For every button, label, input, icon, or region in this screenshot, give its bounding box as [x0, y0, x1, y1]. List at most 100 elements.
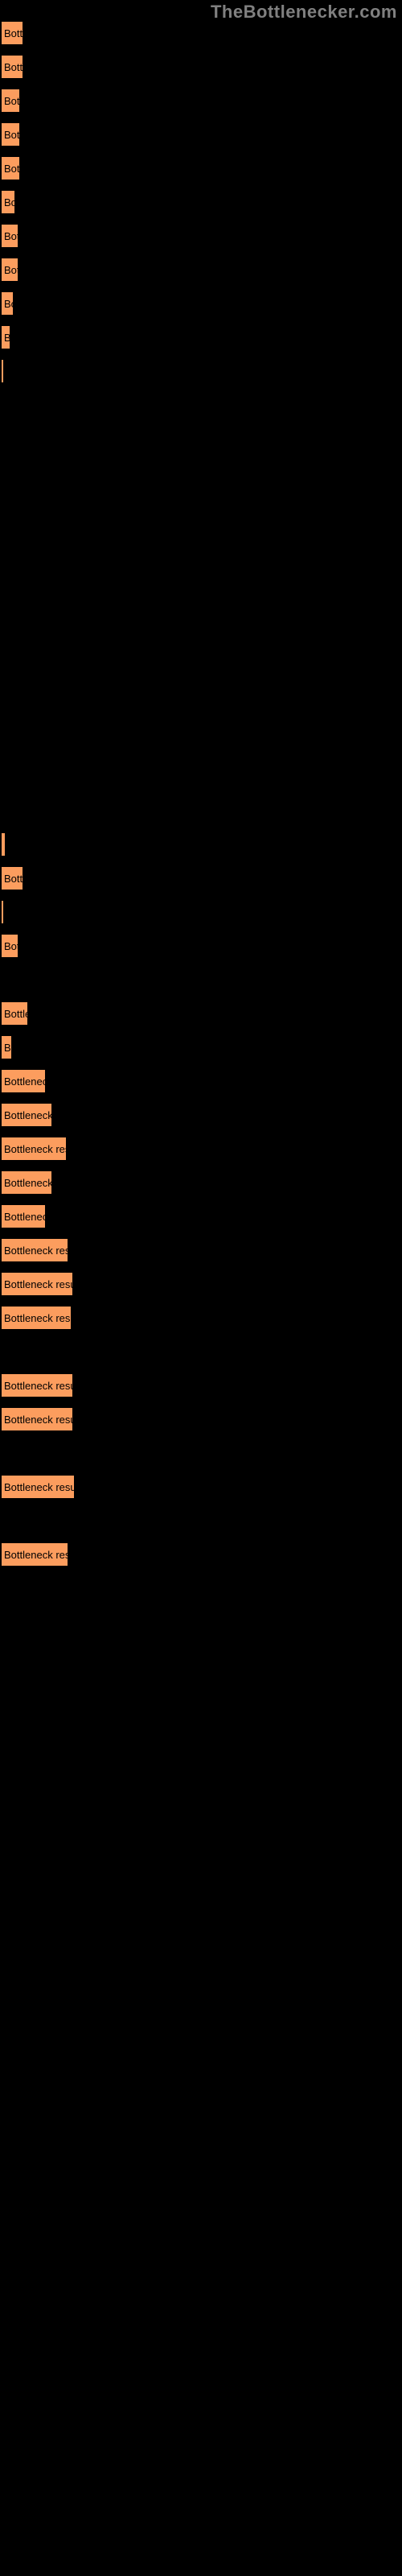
bar-row: Bottleneck result [0, 1470, 402, 1504]
bar-row: Bottleneck result [0, 861, 402, 895]
bar-label: Bottleneck result [2, 906, 5, 919]
bar: Bottleneck result [0, 324, 11, 350]
bar: Bottleneck result [0, 832, 6, 857]
bar-label: Bottleneck result [2, 365, 5, 378]
bar-row: Bottleneck result [0, 287, 402, 320]
bar-row: Bottleneck result [0, 354, 402, 388]
bar-label: Bottleneck result [2, 129, 21, 141]
bar-label: Bottleneck result [2, 1312, 72, 1324]
bar-label: Bottleneck result [2, 1177, 53, 1189]
bar-row: Bottleneck result [0, 1064, 402, 1098]
bar: Bottleneck result [0, 865, 24, 891]
bar-row: Bottleneck result [0, 1098, 402, 1132]
bar-label: Bottleneck result [2, 1075, 47, 1088]
bar-label: Bottleneck result [2, 1008, 29, 1020]
bar-row: Bottleneck result [0, 828, 402, 861]
bar-row: Bottleneck result [0, 16, 402, 50]
bar-label: Bottleneck result [2, 1414, 74, 1426]
bar-row [0, 1504, 402, 1538]
bar: Bottleneck result [0, 20, 24, 46]
bar-row: Bottleneck result [0, 1267, 402, 1301]
bar: Bottleneck result [0, 257, 19, 283]
bar-label: Bottleneck result [2, 873, 24, 885]
bar-row: Bottleneck result [0, 895, 402, 929]
bar-row: Bottleneck result [0, 929, 402, 963]
bar: Bottleneck result [0, 358, 5, 384]
gap-row [0, 591, 402, 625]
gap-row [0, 692, 402, 726]
bar-row: Bottleneck result [0, 1368, 402, 1402]
bar-row: Bottleneck result [0, 997, 402, 1030]
bar: Bottleneck result [0, 1237, 69, 1263]
gap-row [0, 658, 402, 692]
bar-label: Bottleneck result [2, 1245, 69, 1257]
bar: Bottleneck result [0, 1170, 53, 1195]
bar-row [0, 1436, 402, 1470]
bar: Bottleneck result [0, 1271, 74, 1297]
bar: Bottleneck result [0, 155, 21, 181]
bar: Bottleneck result [0, 1373, 74, 1398]
bar: Bottleneck result [0, 1474, 76, 1500]
bar: Bottleneck result [0, 1068, 47, 1094]
bar-row: Bottleneck result [0, 50, 402, 84]
bar-label: Bottleneck result [2, 1481, 76, 1493]
bar-label: Bottleneck result [2, 1549, 69, 1561]
bar-label: Bottleneck result [2, 27, 24, 39]
bar-row: Bottleneck result [0, 151, 402, 185]
bar: Bottleneck result [0, 1001, 29, 1026]
bar-row: Bottleneck result [0, 253, 402, 287]
bar-label: Bottleneck result [2, 1211, 47, 1223]
bar-label: Bottleneck result [2, 1109, 53, 1121]
bar-label: Bottleneck result [2, 940, 19, 952]
bar-row: Bottleneck result [0, 1301, 402, 1335]
bar: Bottleneck result [0, 54, 24, 80]
bar-label: Bottleneck result [2, 839, 6, 851]
bar-row: Bottleneck result [0, 1538, 402, 1571]
bar: Bottleneck result [0, 1136, 68, 1162]
bar-row [0, 1335, 402, 1368]
bar: Bottleneck result [0, 933, 19, 959]
bar-row: Bottleneck result [0, 1233, 402, 1267]
bar-row: Bottleneck result [0, 1030, 402, 1064]
bar: Bottleneck result [0, 223, 19, 249]
bar-row [0, 388, 402, 422]
bar-row: Bottleneck result [0, 1402, 402, 1436]
bar-label: Bottleneck result [2, 298, 14, 310]
bar-row: Bottleneck result [0, 185, 402, 219]
bar-row [0, 489, 402, 523]
gap-row [0, 726, 402, 760]
bar-row [0, 557, 402, 591]
bar: Bottleneck result [0, 1542, 69, 1567]
gap-row [0, 625, 402, 658]
bar-label: Bottleneck result [2, 1143, 68, 1155]
bar-row [0, 963, 402, 997]
bar-row: Bottleneck result [0, 84, 402, 118]
bar-row: Bottleneck result [0, 118, 402, 151]
bar-row: Bottleneck result [0, 320, 402, 354]
bar: Bottleneck result [0, 1406, 74, 1432]
bar: Bottleneck result [0, 1102, 53, 1128]
bar-row: Bottleneck result [0, 219, 402, 253]
bar-label: Bottleneck result [2, 1278, 74, 1290]
gap-row [0, 794, 402, 828]
bar-row [0, 422, 402, 456]
bar-label: Bottleneck result [2, 95, 21, 107]
bar-chart: Bottleneck result Bottleneck result Bottle… [0, 0, 402, 1571]
bar-label: Bottleneck result [2, 264, 19, 276]
gap-row [0, 760, 402, 794]
bar: Bottleneck result [0, 1034, 13, 1060]
bar-row: Bottleneck result [0, 1132, 402, 1166]
bar-label: Bottleneck result [2, 196, 16, 208]
bar-label: Bottleneck result [2, 230, 19, 242]
bar: Bottleneck result [0, 1305, 72, 1331]
bar: Bottleneck result [0, 88, 21, 114]
bar-label: Bottleneck result [2, 61, 24, 73]
bar-row: Bottleneck result [0, 1166, 402, 1199]
bar-label: Bottleneck result [2, 332, 11, 344]
bar: Bottleneck result [0, 899, 5, 925]
bar: Bottleneck result [0, 291, 14, 316]
bar-label: Bottleneck result [2, 163, 21, 175]
bar-row [0, 456, 402, 489]
bar-label: Bottleneck result [2, 1042, 13, 1054]
bar-row [0, 523, 402, 557]
